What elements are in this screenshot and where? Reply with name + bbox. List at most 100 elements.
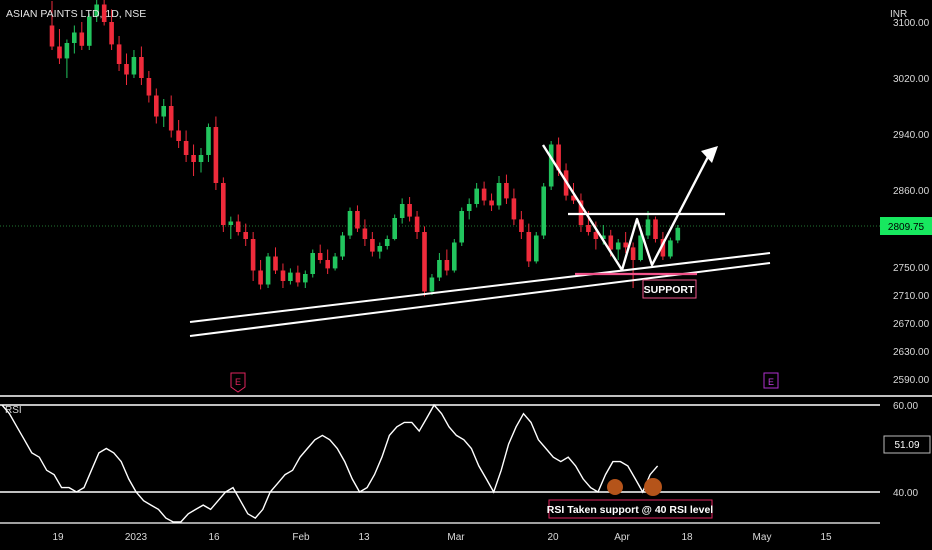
candle-body <box>168 106 174 131</box>
candle[interactable] <box>139 46 144 86</box>
candle-body <box>474 188 479 204</box>
candle[interactable] <box>489 193 494 212</box>
candle[interactable] <box>191 144 196 177</box>
candle[interactable] <box>109 9 114 50</box>
earnings-marker-1[interactable]: E <box>230 372 246 393</box>
candle[interactable] <box>668 237 673 259</box>
candle-body <box>183 141 189 155</box>
candle[interactable] <box>250 232 256 281</box>
candle[interactable] <box>444 249 450 276</box>
candle-body <box>258 270 263 285</box>
candle[interactable] <box>623 232 628 253</box>
candle[interactable] <box>235 214 241 236</box>
candle[interactable] <box>466 198 472 220</box>
candle[interactable] <box>198 148 204 173</box>
candle[interactable] <box>131 50 137 78</box>
w-pattern-path[interactable] <box>541 144 712 272</box>
candle[interactable] <box>370 232 375 257</box>
candle[interactable] <box>653 216 658 243</box>
candle[interactable] <box>265 253 271 288</box>
earnings-marker-2[interactable]: E <box>763 372 779 389</box>
candle[interactable] <box>101 0 107 26</box>
candle[interactable] <box>303 270 308 289</box>
candle[interactable] <box>79 22 85 50</box>
lower-trendline[interactable] <box>189 262 771 337</box>
candle[interactable] <box>541 183 546 239</box>
candle[interactable] <box>280 263 286 289</box>
time-axis[interactable]: 19 2023 16 Feb 13 Mar 20 Apr 18 May 15 <box>52 532 832 543</box>
candle[interactable] <box>116 36 122 71</box>
rsi-line[interactable] <box>1 403 659 523</box>
candle[interactable] <box>340 232 345 260</box>
candle[interactable] <box>49 1 55 50</box>
candle[interactable] <box>310 249 315 278</box>
candle[interactable] <box>146 71 152 103</box>
candle[interactable] <box>258 260 263 290</box>
candle[interactable] <box>206 123 211 163</box>
candle[interactable] <box>183 130 189 163</box>
candle[interactable] <box>496 176 502 210</box>
candle[interactable] <box>176 120 181 148</box>
candle[interactable] <box>429 274 435 295</box>
candle[interactable] <box>355 205 360 232</box>
candle[interactable] <box>675 225 681 244</box>
candle[interactable] <box>481 181 487 206</box>
candle[interactable] <box>548 141 554 190</box>
candle[interactable] <box>228 216 234 239</box>
candle[interactable] <box>273 247 278 274</box>
candle[interactable] <box>645 211 651 239</box>
candle[interactable] <box>578 193 584 233</box>
candle[interactable] <box>154 88 159 124</box>
candle[interactable] <box>332 253 338 271</box>
candle[interactable] <box>407 197 412 222</box>
time-tick-label: 18 <box>681 532 693 543</box>
candle[interactable] <box>422 226 427 297</box>
candle[interactable] <box>213 116 219 191</box>
candle-body <box>638 235 643 260</box>
candle[interactable] <box>168 95 174 138</box>
candle[interactable] <box>161 99 166 127</box>
candle[interactable] <box>94 0 99 22</box>
candle[interactable] <box>414 211 420 239</box>
candle[interactable] <box>534 232 539 264</box>
candle[interactable] <box>325 249 330 275</box>
candle[interactable] <box>459 207 464 247</box>
candle[interactable] <box>243 223 248 246</box>
candle-body <box>370 239 375 252</box>
candle[interactable] <box>362 219 368 246</box>
candle[interactable] <box>384 235 390 250</box>
candle[interactable] <box>377 242 383 259</box>
candle[interactable] <box>64 39 70 79</box>
candle[interactable] <box>57 29 62 64</box>
candle[interactable] <box>437 253 442 281</box>
price-axis[interactable]: INR 3100.00 3020.00 2940.00 2860.00 2750.00 2… <box>880 9 932 386</box>
rsi-pane[interactable]: RSI RSI Taken support @ 40 RSI level 60.… <box>0 401 931 523</box>
candle[interactable] <box>526 223 532 267</box>
candle[interactable] <box>615 239 621 260</box>
candle-body <box>504 183 509 199</box>
candle[interactable] <box>347 207 353 240</box>
candle[interactable] <box>399 198 405 224</box>
candle[interactable] <box>221 177 226 232</box>
price-tick-label: 2590.00 <box>893 375 930 386</box>
candle[interactable] <box>295 265 301 287</box>
candle[interactable] <box>72 25 77 54</box>
candle[interactable] <box>593 221 599 250</box>
upper-trendline[interactable] <box>189 252 771 323</box>
candle[interactable] <box>317 244 323 264</box>
candle[interactable] <box>519 211 524 239</box>
candle-body <box>340 235 345 257</box>
candle[interactable] <box>504 174 509 204</box>
price-pane[interactable]: SUPPORT E E ASIAN PAINTS LTD, 1D, NSE <box>0 0 880 393</box>
candle[interactable] <box>124 53 129 86</box>
candle[interactable] <box>511 188 517 225</box>
candle[interactable] <box>87 13 92 50</box>
candle[interactable] <box>638 232 643 262</box>
candle[interactable] <box>452 239 457 273</box>
candle-body <box>392 218 397 239</box>
candle[interactable] <box>392 214 397 241</box>
candle-body <box>176 130 181 141</box>
candle[interactable] <box>474 183 479 208</box>
candle[interactable] <box>288 268 293 285</box>
